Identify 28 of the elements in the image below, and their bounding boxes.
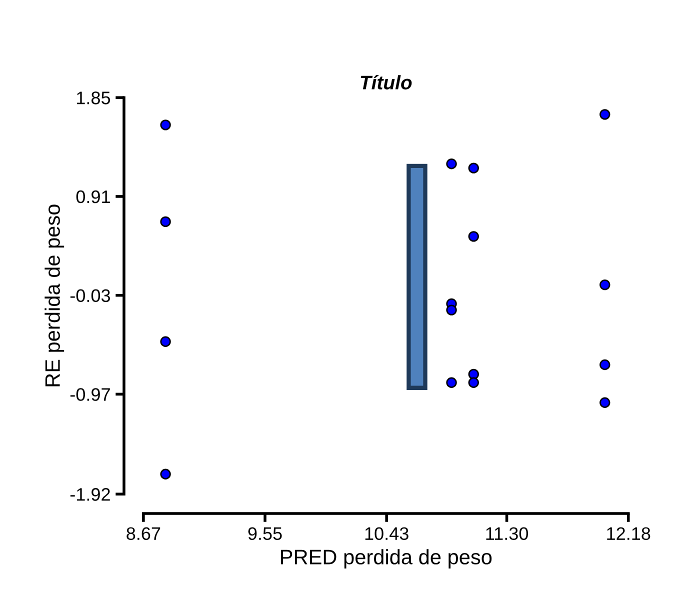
point: [468, 231, 479, 242]
x-tick-label: 11.30: [486, 527, 528, 540]
point: [446, 304, 457, 316]
x-tick-label: 12.18: [607, 527, 650, 540]
y-tick-label: -0.97: [70, 388, 110, 401]
point: [600, 397, 610, 408]
y-axis-title: RE perdida de peso: [44, 204, 64, 386]
point: [160, 468, 171, 480]
point: [160, 216, 171, 228]
y-tick-label: 0.91: [76, 190, 110, 204]
point: [600, 359, 610, 370]
point: [600, 109, 610, 120]
point: [446, 377, 457, 388]
x-tick-label: 9.55: [248, 527, 282, 540]
point: [160, 336, 171, 347]
y-tick-label: -0.03: [70, 289, 110, 302]
point: [600, 279, 610, 290]
point: [468, 162, 479, 174]
x-tick-label: 8.67: [126, 527, 160, 540]
point: [468, 368, 479, 380]
chart-title: Título: [360, 75, 412, 90]
x-axis-title: PRED perdida de peso: [281, 549, 492, 569]
y-tick-label: 1.85: [77, 92, 110, 104]
point: [446, 158, 457, 170]
x-tick-label: 10.43: [365, 527, 408, 540]
y-tick-label: -1.92: [70, 488, 110, 501]
point: [160, 120, 171, 130]
point: [468, 377, 479, 388]
